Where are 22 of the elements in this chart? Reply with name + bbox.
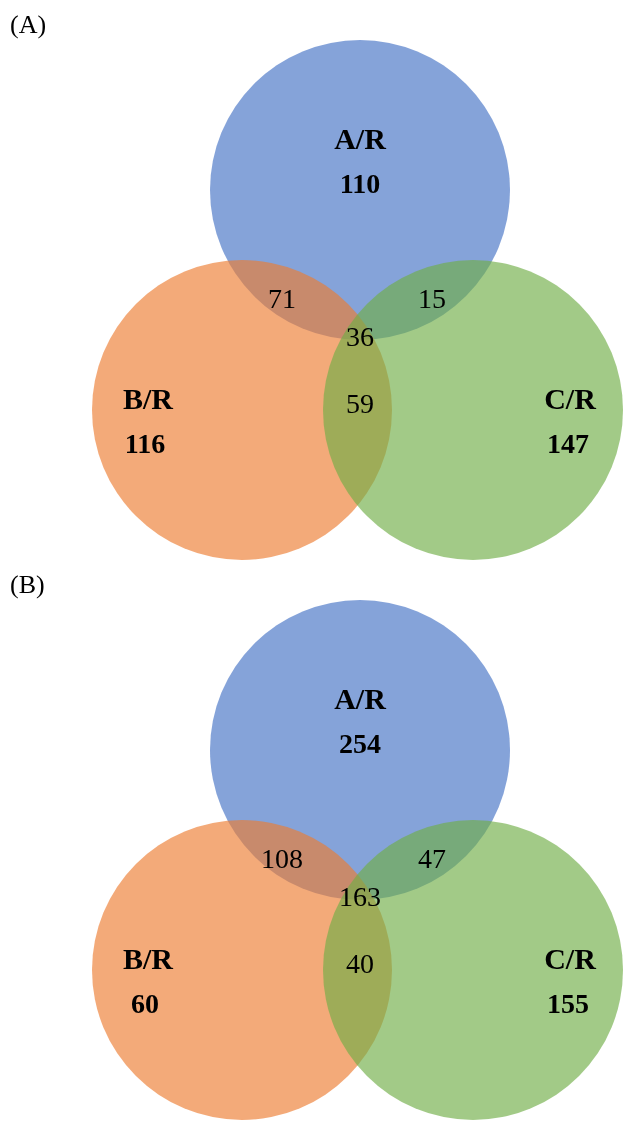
text: (B)	[10, 570, 45, 599]
data-label: 116	[124, 428, 166, 459]
category-label: C/R	[544, 382, 597, 415]
data-label: 254	[339, 728, 381, 759]
data-label: 147	[547, 428, 589, 459]
text: (A)	[10, 10, 47, 39]
text: 71	[268, 283, 296, 314]
text: 15	[418, 283, 446, 314]
category-label: B/R	[122, 382, 174, 415]
data-label: 60	[131, 988, 159, 1019]
text: 40	[346, 948, 374, 979]
category-label: C/R	[544, 942, 597, 975]
text: 47	[418, 843, 446, 874]
data-label: 155	[547, 988, 589, 1019]
category-label: A/R	[334, 682, 387, 715]
category-label: B/R	[122, 942, 174, 975]
data-label: 110	[339, 168, 381, 199]
text: 108	[261, 843, 303, 874]
category-label: A/R	[334, 122, 387, 155]
text: 163	[339, 881, 381, 912]
text: 59	[346, 388, 374, 419]
text: 36	[346, 321, 374, 352]
